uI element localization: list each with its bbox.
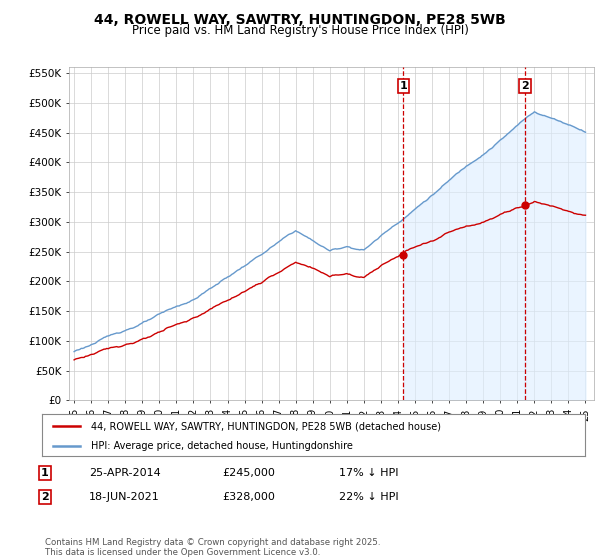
Text: 22% ↓ HPI: 22% ↓ HPI	[339, 492, 398, 502]
Text: £328,000: £328,000	[222, 492, 275, 502]
Text: 2: 2	[41, 492, 49, 502]
Text: 1: 1	[41, 468, 49, 478]
Text: 25-APR-2014: 25-APR-2014	[89, 468, 161, 478]
Text: Price paid vs. HM Land Registry's House Price Index (HPI): Price paid vs. HM Land Registry's House …	[131, 24, 469, 37]
Text: 17% ↓ HPI: 17% ↓ HPI	[339, 468, 398, 478]
Text: Contains HM Land Registry data © Crown copyright and database right 2025.
This d: Contains HM Land Registry data © Crown c…	[45, 538, 380, 557]
Text: 44, ROWELL WAY, SAWTRY, HUNTINGDON, PE28 5WB (detached house): 44, ROWELL WAY, SAWTRY, HUNTINGDON, PE28…	[91, 421, 441, 431]
Text: 44, ROWELL WAY, SAWTRY, HUNTINGDON, PE28 5WB: 44, ROWELL WAY, SAWTRY, HUNTINGDON, PE28…	[94, 13, 506, 27]
Text: 2: 2	[521, 81, 529, 91]
Text: 1: 1	[400, 81, 407, 91]
Text: £245,000: £245,000	[222, 468, 275, 478]
Text: 18-JUN-2021: 18-JUN-2021	[89, 492, 160, 502]
Text: HPI: Average price, detached house, Huntingdonshire: HPI: Average price, detached house, Hunt…	[91, 441, 353, 451]
